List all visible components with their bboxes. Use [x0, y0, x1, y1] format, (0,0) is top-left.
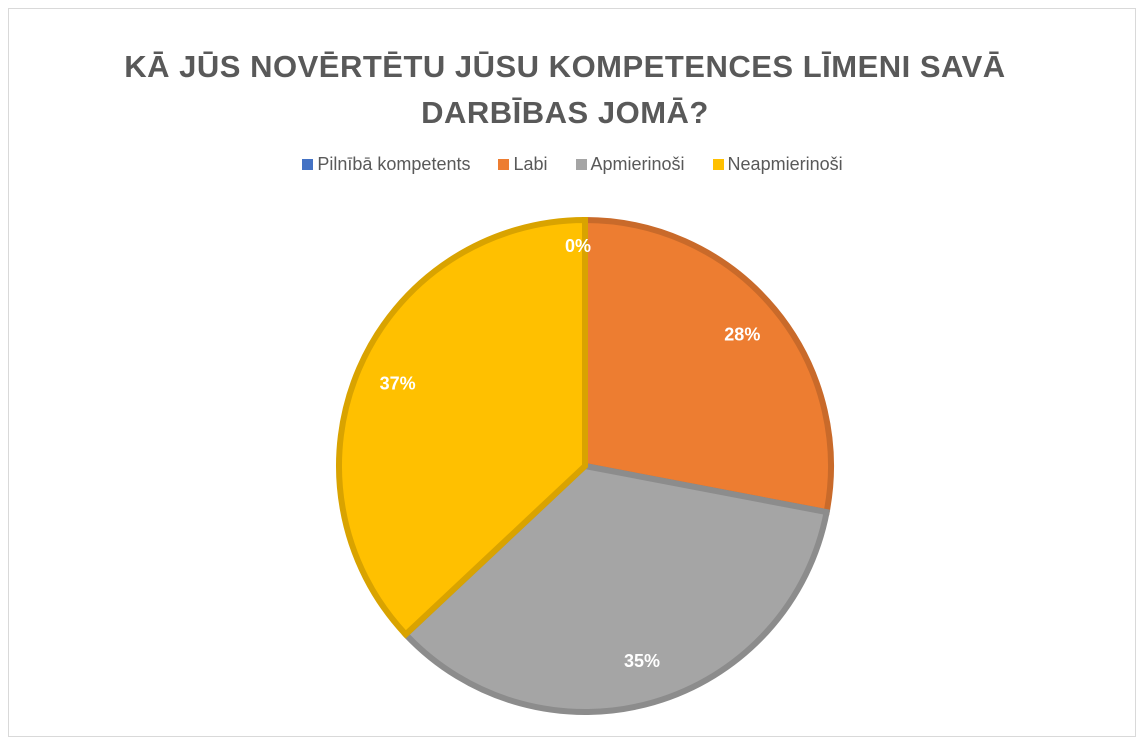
data-label: 28%	[724, 325, 760, 345]
data-label: 35%	[624, 651, 660, 671]
legend-label: Labi	[513, 154, 548, 174]
legend-swatch	[575, 159, 587, 170]
chart-frame	[8, 8, 1136, 737]
legend-label: Pilnībā kompetents	[317, 154, 471, 174]
legend-swatch	[712, 159, 724, 170]
legend-label: Neapmierinoši	[727, 154, 843, 174]
legend-item: Pilnībā kompetents	[302, 154, 470, 175]
data-label: 37%	[380, 374, 416, 394]
chart-title: KĀ JŪS NOVĒRTĒTU JŪSU KOMPETENCES LĪMENI…	[124, 49, 1006, 130]
legend-label: Apmierinoši	[590, 154, 685, 174]
pie-slice	[582, 216, 834, 516]
pie-slice	[336, 216, 588, 639]
legend: Pilnībā kompetents Labi Apmierinoši Neapmie…	[0, 154, 1145, 175]
legend-item: Neapmierinoši	[712, 154, 843, 175]
legend-item: Apmierinoši	[575, 154, 685, 175]
data-label: 0%	[565, 236, 591, 256]
legend-item: Labi	[498, 154, 548, 175]
legend-swatch	[498, 159, 510, 170]
legend-swatch	[302, 159, 314, 170]
pie-slice	[401, 462, 831, 715]
